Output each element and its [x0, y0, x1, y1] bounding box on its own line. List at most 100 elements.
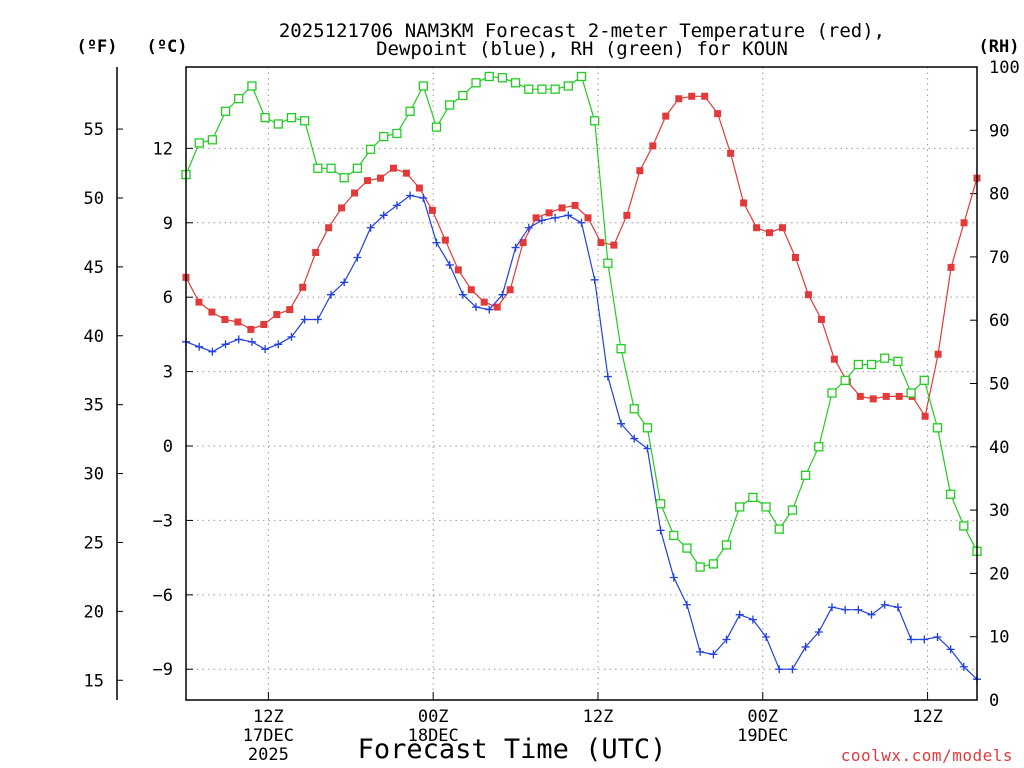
data-point	[247, 81, 257, 91]
data-point	[402, 169, 410, 177]
data-point	[906, 388, 916, 398]
celsius-ticks: 12 9 6 3 0 −3 −6 −9	[153, 139, 193, 680]
data-point	[662, 112, 670, 120]
data-point	[696, 647, 705, 656]
data-point	[656, 526, 665, 535]
data-point	[379, 211, 388, 220]
data-point	[431, 122, 442, 132]
series-0	[182, 92, 981, 420]
series-2	[181, 71, 982, 572]
data-point	[655, 499, 666, 509]
data-point	[511, 243, 520, 252]
data-point	[458, 290, 467, 299]
data-point	[774, 524, 784, 534]
data-point	[866, 359, 877, 370]
data-point	[636, 167, 644, 175]
date-tick-label: 17DEC	[243, 726, 294, 746]
data-point	[389, 164, 397, 172]
data-point	[260, 112, 270, 123]
data-point	[261, 345, 270, 354]
data-point	[260, 320, 268, 328]
data-point	[590, 275, 599, 284]
data-point	[762, 632, 771, 641]
data-point	[740, 199, 748, 207]
fahrenheit-tick-label: 15	[84, 671, 104, 691]
data-point	[945, 489, 956, 499]
data-point	[353, 253, 362, 262]
data-point	[880, 353, 890, 363]
data-point	[804, 291, 812, 299]
plot-frame	[185, 66, 978, 701]
data-point	[286, 112, 297, 123]
data-point	[234, 318, 242, 326]
data-point	[775, 665, 784, 674]
data-point	[932, 423, 943, 433]
time-tick-label: 12Z	[253, 707, 284, 727]
fahrenheit-tick-label: 20	[84, 602, 104, 622]
data-point	[221, 316, 229, 324]
fahrenheit-ticks: 55 50 45 40 35 30 25 20 15	[84, 120, 123, 691]
data-point	[558, 204, 566, 212]
data-point	[286, 306, 294, 314]
data-point	[787, 505, 798, 515]
data-point	[603, 258, 613, 268]
rh-unit-label: (RH)	[979, 37, 1020, 57]
data-point	[208, 308, 216, 316]
data-point	[817, 316, 825, 324]
data-point	[484, 71, 494, 82]
data-point	[524, 84, 534, 94]
time-tick-label: 00Z	[418, 707, 449, 727]
data-point	[643, 444, 652, 453]
data-point	[893, 603, 902, 612]
rh-tick-label: 30	[989, 501, 1009, 521]
celsius-tick-label: −3	[153, 511, 173, 531]
data-point	[207, 135, 218, 145]
data-point	[934, 350, 942, 358]
date-tick-label: 18DEC	[408, 726, 459, 746]
fahrenheit-tick-label: 40	[84, 327, 104, 347]
celsius-tick-label: 0	[163, 437, 173, 457]
chart-subtitle: Dewpoint (blue), RH (green) for KOUN	[376, 38, 788, 60]
rh-tick-label: 10	[989, 628, 1009, 648]
data-point	[364, 177, 372, 185]
data-point	[919, 375, 929, 385]
data-point	[392, 128, 402, 139]
fahrenheit-unit-label: (ºF)	[77, 37, 118, 57]
data-point	[299, 116, 310, 126]
data-point	[801, 642, 810, 651]
data-point	[571, 201, 579, 209]
data-point	[537, 84, 547, 94]
data-point	[959, 521, 969, 531]
data-point	[921, 412, 929, 420]
data-point	[753, 224, 761, 232]
fahrenheit-tick-label: 25	[84, 533, 104, 553]
celsius-tick-label: −6	[153, 586, 173, 606]
data-point	[853, 359, 863, 370]
data-point	[351, 189, 359, 197]
data-point	[445, 100, 455, 110]
data-point	[524, 223, 533, 232]
data-point	[630, 434, 639, 443]
data-point	[714, 110, 722, 118]
data-point	[377, 174, 385, 182]
fahrenheit-tick-label: 35	[84, 396, 104, 416]
data-point	[788, 665, 797, 674]
data-point	[339, 173, 349, 183]
data-point	[532, 214, 540, 222]
rh-tick-label: 60	[989, 311, 1009, 331]
series-layer	[181, 71, 982, 684]
rh-tick-label: 80	[989, 185, 1009, 205]
series-1	[182, 191, 981, 684]
data-point	[454, 266, 462, 274]
data-point	[735, 502, 745, 512]
rh-tick-label: 50	[989, 375, 1009, 395]
time-tick-label: 12Z	[583, 707, 614, 727]
data-point	[610, 241, 618, 249]
data-point	[722, 635, 731, 644]
data-point	[563, 81, 573, 91]
data-point	[497, 73, 508, 83]
celsius-tick-label: 9	[163, 214, 173, 234]
fahrenheit-tick-label: 30	[84, 465, 104, 485]
